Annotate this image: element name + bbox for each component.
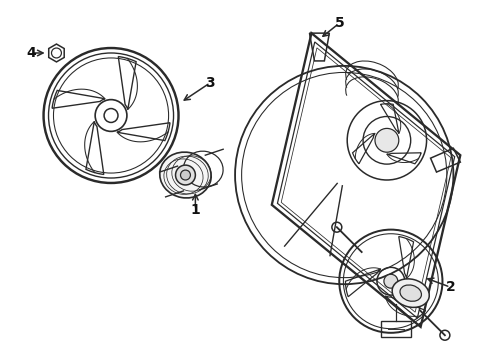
- Circle shape: [374, 129, 398, 152]
- Ellipse shape: [399, 285, 421, 301]
- Text: 3: 3: [205, 76, 215, 90]
- Ellipse shape: [391, 279, 428, 307]
- Circle shape: [383, 274, 397, 288]
- Circle shape: [175, 165, 195, 185]
- Text: 4: 4: [27, 46, 37, 60]
- Text: 2: 2: [445, 280, 454, 294]
- Text: 1: 1: [190, 203, 200, 217]
- Ellipse shape: [160, 152, 211, 198]
- Circle shape: [180, 170, 190, 180]
- Text: 5: 5: [334, 16, 344, 30]
